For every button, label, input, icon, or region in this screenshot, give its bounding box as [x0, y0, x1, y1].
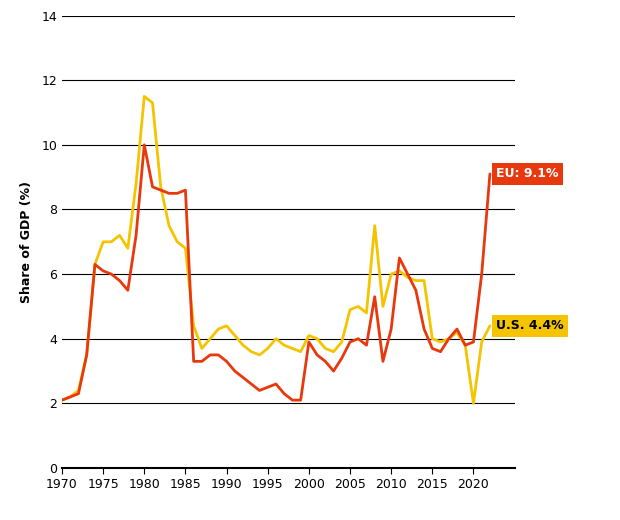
Text: U.S. 4.4%: U.S. 4.4% — [497, 319, 564, 332]
Text: EU: 9.1%: EU: 9.1% — [497, 167, 559, 180]
Y-axis label: Share of GDP (%): Share of GDP (%) — [20, 181, 33, 303]
